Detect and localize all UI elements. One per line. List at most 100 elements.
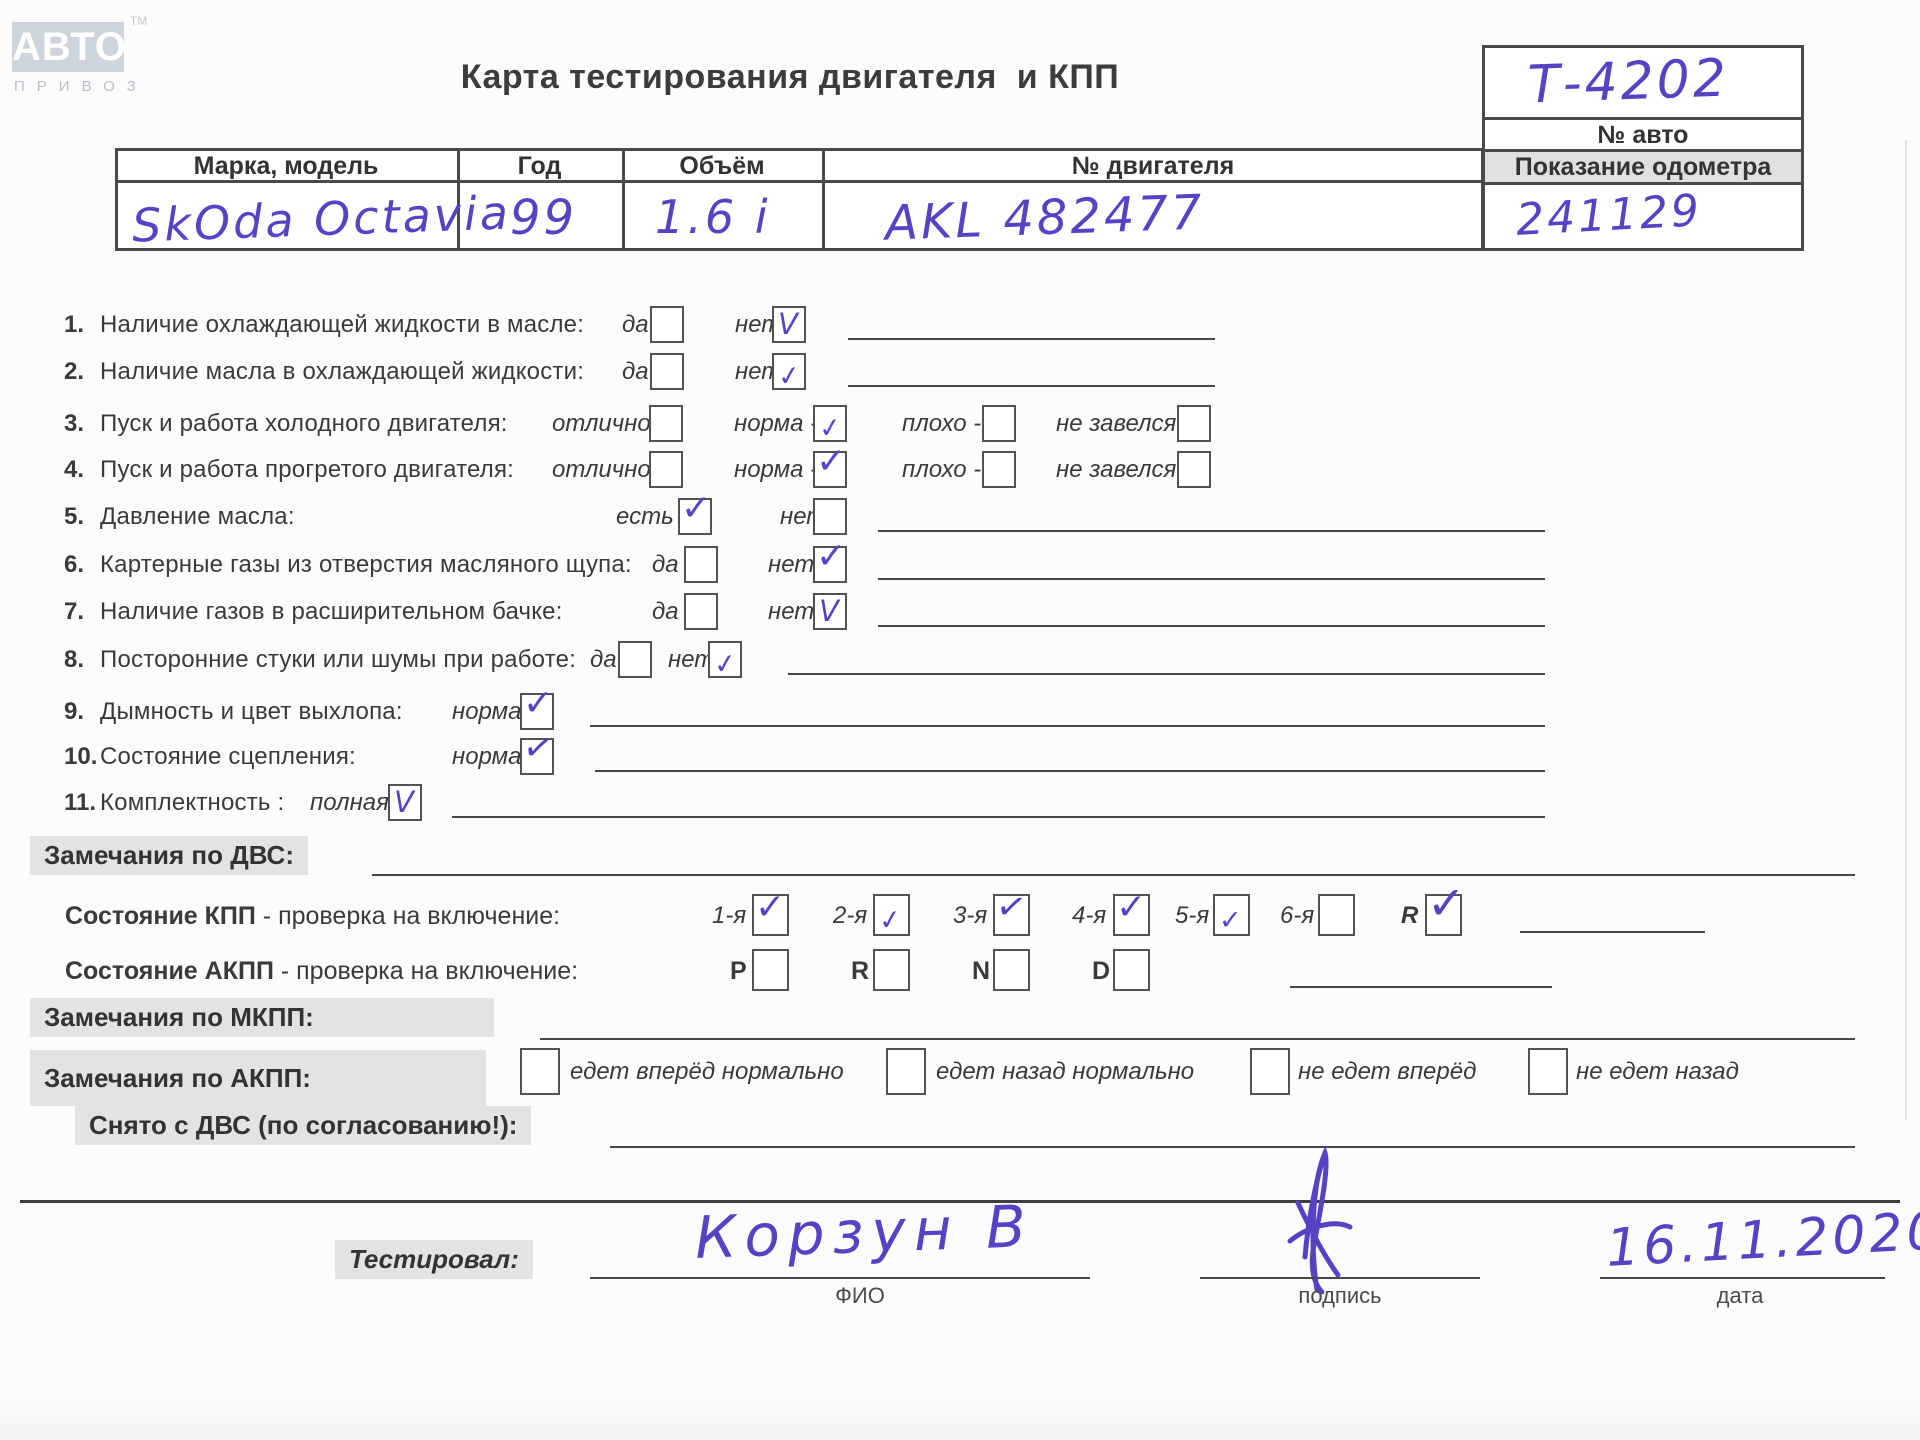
answer-line[interactable] (595, 770, 1545, 772)
answer-line[interactable] (590, 725, 1545, 727)
removed-from-engine-label: Снято с ДВС (по согласованию!): (75, 1106, 532, 1145)
checkbox-norma[interactable]: ✓ (520, 684, 554, 730)
kpp-line[interactable] (1520, 931, 1705, 933)
position-p-label: P (730, 957, 747, 985)
checkbox-net[interactable]: ✓ (708, 641, 742, 681)
checklist-row: 5. Давление масла: есть ✓ нет (0, 489, 1920, 537)
akpp-row: Состояние АКПП - проверка на включение: … (0, 948, 1920, 994)
gear-3-checkbox[interactable]: ✓ (993, 885, 1030, 936)
answer-line[interactable] (788, 673, 1545, 675)
answer-line[interactable] (878, 530, 1545, 532)
check-icon: ✓ (755, 887, 786, 928)
akpp-label: Состояние АКПП - проверка на включение: (65, 948, 578, 994)
answer-line[interactable] (878, 578, 1545, 580)
option-label-ne-zavelsya: не завелся- (1056, 456, 1185, 483)
auto-number-label: № авто (1597, 121, 1689, 149)
gear-6-checkbox[interactable] (1318, 894, 1355, 936)
checkbox-ploho[interactable] (982, 405, 1016, 442)
odometer-label: Показание одометра (1514, 153, 1772, 181)
scan-edge-artifact (1905, 140, 1907, 1120)
checkbox-da[interactable] (650, 306, 684, 343)
item-label: Пуск и работа прогретого двигателя: (100, 456, 515, 483)
tester-name-value: Корзун В (693, 1192, 1035, 1272)
item-label: Пуск и работа холодного двигателя: (100, 410, 508, 437)
gear-5-checkbox[interactable]: ✓ (1213, 894, 1250, 936)
akpp-option-1-checkbox[interactable] (520, 1048, 560, 1095)
item-number: 1. (64, 311, 85, 338)
checklist-row: 6. Картерные газы из отверстия масляного… (0, 537, 1920, 585)
check-icon: V (778, 307, 798, 341)
gear-4-checkbox[interactable]: ✓ (1113, 887, 1150, 936)
checkbox-da[interactable] (684, 546, 718, 583)
checkbox-est[interactable]: ✓ (678, 489, 712, 535)
signature-line[interactable] (1200, 1277, 1480, 1279)
check-icon: ✓ (816, 441, 847, 482)
item-number: 8. (64, 646, 85, 673)
date-value: 16.11.2020 (1604, 1201, 1920, 1279)
dvs-remarks-line[interactable] (372, 874, 1855, 876)
answer-line[interactable] (848, 385, 1215, 387)
engine-number-value: AKL 482477 (884, 184, 1206, 252)
fio-caption: ФИО (835, 1283, 885, 1308)
answer-line[interactable] (878, 625, 1545, 627)
tested-by-label: Тестировал: (335, 1240, 533, 1279)
gear-1-checkbox[interactable]: ✓ (752, 887, 789, 936)
checkbox-norma[interactable]: ✓ (813, 442, 847, 488)
gear-4-label: 4-я (1072, 902, 1107, 929)
checkbox-norma[interactable]: ✓ (520, 726, 557, 775)
akpp-option-3-checkbox[interactable] (1250, 1048, 1290, 1095)
kpp-label-bold: Состояние КПП (65, 902, 256, 930)
gear-2-checkbox[interactable]: ✓ (873, 894, 910, 937)
divider (1482, 149, 1804, 152)
option-label-net: нет (768, 598, 815, 625)
checkbox-polnaya[interactable]: V (388, 784, 422, 821)
checkbox-norma[interactable]: ✓ (813, 405, 847, 445)
checklist-row: 4. Пуск и работа прогретого двигателя: о… (0, 442, 1920, 490)
checkbox-ne-zavelsya[interactable] (1177, 405, 1211, 442)
date-line[interactable] (1600, 1277, 1885, 1279)
checkbox-otlichno[interactable] (649, 405, 683, 442)
akpp-option-4-label: не едет назад (1576, 1058, 1739, 1085)
akpp-option-2-checkbox[interactable] (886, 1048, 926, 1095)
checkbox-otlichno[interactable] (649, 451, 683, 488)
checkbox-da[interactable] (684, 593, 718, 630)
gear-r-checkbox[interactable]: ✓ (1425, 880, 1466, 936)
position-n-checkbox[interactable] (993, 949, 1030, 991)
option-label-otlichno: отлично- (552, 456, 659, 483)
divider (1482, 182, 1804, 185)
option-label-otlichno: отлично- (552, 410, 659, 437)
item-number: 5. (64, 503, 85, 530)
akpp-option-2-label: едет назад нормально (936, 1058, 1195, 1085)
checkbox-da[interactable] (618, 641, 652, 678)
signature (1287, 1145, 1353, 1295)
checkbox-net[interactable]: V (772, 306, 806, 343)
akpp-line[interactable] (1290, 986, 1552, 988)
checkbox-net[interactable]: V (813, 593, 847, 630)
answer-line[interactable] (452, 816, 1545, 818)
kpp-label: Состояние КПП - проверка на включение: (65, 893, 560, 939)
checkbox-ploho[interactable] (982, 451, 1016, 488)
date-caption: дата (1716, 1283, 1764, 1308)
divider (457, 148, 460, 251)
check-icon: V (819, 594, 839, 628)
removed-line[interactable] (610, 1146, 1855, 1148)
checkbox-net[interactable]: ✓ (772, 353, 806, 393)
item-number: 7. (64, 598, 85, 625)
position-r-checkbox[interactable] (873, 949, 910, 991)
check-icon: ✓ (1219, 905, 1242, 936)
checkbox-net[interactable]: ✓ (813, 537, 847, 583)
position-p-checkbox[interactable] (752, 949, 789, 991)
position-n-label: N (972, 957, 991, 985)
position-d-checkbox[interactable] (1113, 949, 1150, 991)
checkbox-net[interactable] (813, 498, 847, 535)
mkpp-remarks-line[interactable] (540, 1038, 1855, 1040)
check-icon: V (394, 785, 414, 819)
odometer-value: 241129 (1514, 185, 1704, 246)
fio-line[interactable] (590, 1277, 1090, 1279)
checkbox-da[interactable] (650, 353, 684, 390)
akpp-option-4-checkbox[interactable] (1528, 1048, 1568, 1095)
gear-r-label: R (1401, 902, 1419, 929)
answer-line[interactable] (848, 338, 1215, 340)
checkbox-ne-zavelsya[interactable] (1177, 451, 1211, 488)
